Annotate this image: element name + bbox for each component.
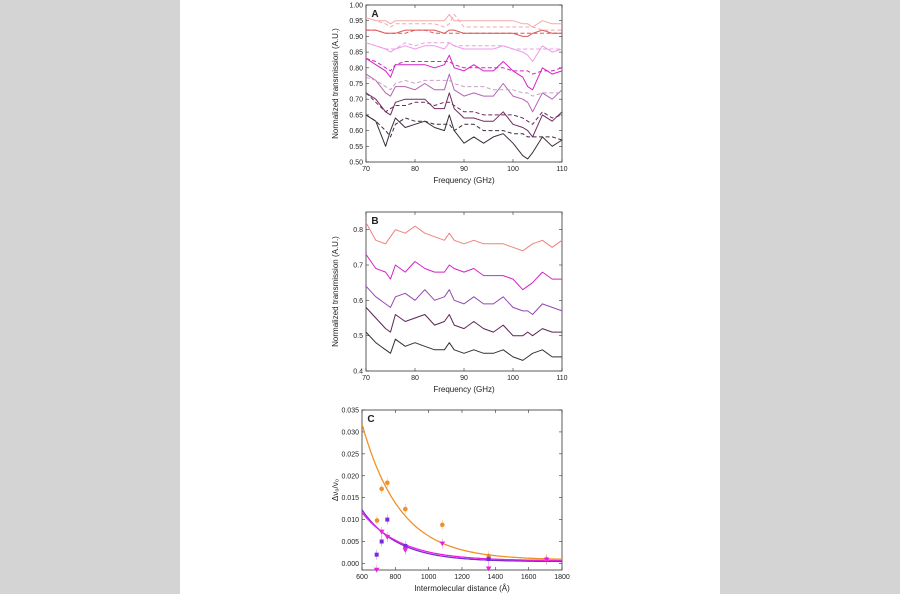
panel-c: 600 800 1000 1200 1400 1600 1800 0.000 0.005 0.01… bbox=[331, 408, 570, 594]
series-line-7 bbox=[365, 57, 563, 75]
y-axis-label: Normalized transmission (A.U.) bbox=[331, 236, 340, 347]
x-tick-label: 1800 bbox=[554, 574, 570, 581]
x-tick-label: 1600 bbox=[521, 574, 537, 581]
y-tick-label: 0.6 bbox=[353, 298, 363, 305]
x-tick-label: 70 bbox=[362, 166, 370, 173]
x-tick-label: 90 bbox=[460, 375, 468, 382]
panel-label: A bbox=[371, 9, 378, 20]
panel-label: B bbox=[371, 216, 378, 227]
y-tick-label: 0.4 bbox=[353, 369, 363, 376]
y-tick-label: 0.50 bbox=[349, 160, 363, 167]
panel-b: 70 80 90 100 110 0.4 0.5 0.6 0.7 0.8 Frequency (GH… bbox=[331, 211, 568, 394]
fit-curve-purple bbox=[362, 509, 562, 563]
y-tick-label: 0.85 bbox=[349, 50, 363, 57]
series-line-2 bbox=[365, 285, 563, 315]
data-point-orange bbox=[403, 506, 408, 512]
series-line-4 bbox=[365, 331, 562, 361]
x-tick-label: 90 bbox=[460, 166, 468, 173]
data-point-orange bbox=[379, 486, 384, 492]
series-line-0 bbox=[365, 222, 563, 252]
data-point-magenta bbox=[378, 529, 385, 535]
y-tick-label: 0.65 bbox=[349, 112, 363, 119]
plot-frame bbox=[365, 211, 563, 372]
series-line-3 bbox=[365, 307, 562, 337]
series-line-13 bbox=[365, 13, 562, 31]
y-axis-label: Normalized transmission (A.U.) bbox=[331, 28, 340, 139]
data-point-purple bbox=[486, 557, 491, 562]
y-tick-label: 0.55 bbox=[349, 144, 363, 151]
x-tick-label: 80 bbox=[411, 166, 419, 173]
series-line-4 bbox=[365, 73, 563, 113]
data-point-orange bbox=[374, 518, 380, 523]
y-tick-label: 0.010 bbox=[341, 517, 359, 524]
y-tick-label: 0.005 bbox=[341, 539, 359, 546]
data-point-purple bbox=[374, 552, 379, 557]
series-line-3 bbox=[365, 92, 563, 125]
data-point-orange bbox=[385, 480, 390, 486]
data-point-magenta bbox=[485, 566, 492, 572]
y-tick-label: 0.75 bbox=[349, 81, 363, 88]
fit-curve-magenta bbox=[362, 512, 562, 562]
data-point-magenta bbox=[373, 567, 380, 573]
y-tick-label: 0.5 bbox=[353, 333, 363, 340]
x-tick-label: 800 bbox=[389, 574, 401, 581]
series-line-12 bbox=[365, 13, 562, 28]
series-line-0 bbox=[365, 114, 563, 160]
x-tick-label: 110 bbox=[556, 375, 567, 382]
series-line-6 bbox=[365, 54, 563, 91]
y-tick-label: 0.70 bbox=[349, 97, 363, 104]
y-axis-label: Δν₀/ν₀ bbox=[331, 479, 340, 501]
data-point-magenta bbox=[439, 541, 446, 547]
x-tick-label: 80 bbox=[411, 375, 419, 382]
x-tick-label: 1200 bbox=[454, 574, 470, 581]
panel-label: C bbox=[367, 414, 374, 425]
fit-curve-orange bbox=[362, 423, 562, 560]
y-tick-label: 0.80 bbox=[349, 65, 363, 72]
series-line-8 bbox=[365, 42, 563, 62]
series-line-9 bbox=[365, 42, 562, 50]
series-line-2 bbox=[365, 92, 563, 138]
series-line-1 bbox=[365, 254, 562, 291]
plot-frame bbox=[361, 409, 563, 571]
x-axis-label: Frequency (GHz) bbox=[433, 176, 495, 185]
series-line-5 bbox=[365, 76, 562, 97]
x-axis-label: Intermolecular distance (Å) bbox=[414, 584, 510, 593]
y-tick-label: 0.020 bbox=[341, 473, 359, 480]
data-point-magenta bbox=[384, 534, 391, 540]
y-tick-label: 0.035 bbox=[341, 408, 359, 415]
series-line-1 bbox=[365, 114, 563, 141]
panel-a: 70 80 90 100 110 0.50 0.55 0.60 0.65 0.70 0.75 0.80… bbox=[331, 3, 568, 186]
y-tick-label: 0.025 bbox=[341, 451, 359, 458]
x-tick-label: 1400 bbox=[488, 574, 504, 581]
x-axis-label: Frequency (GHz) bbox=[433, 385, 495, 394]
y-tick-label: 0.7 bbox=[353, 263, 363, 270]
y-tick-label: 0.030 bbox=[341, 429, 359, 436]
data-point-purple bbox=[379, 539, 384, 544]
figure: 70 80 90 100 110 0.50 0.55 0.60 0.65 0.70 0.75 0.80… bbox=[180, 0, 720, 594]
x-tick-label: 1000 bbox=[421, 574, 437, 581]
series-line-11 bbox=[366, 29, 562, 34]
y-tick-label: 0.95 bbox=[349, 18, 363, 25]
x-tick-label: 100 bbox=[507, 375, 519, 382]
y-tick-label: 0.90 bbox=[349, 34, 363, 41]
data-point-purple bbox=[385, 517, 390, 522]
y-tick-label: 0.60 bbox=[349, 128, 363, 135]
data-point-orange bbox=[440, 522, 445, 528]
figure-canvas: 70 80 90 100 1100.500.550.600.650.700.750.80… bbox=[331, 3, 570, 594]
data-point-magenta bbox=[402, 548, 409, 553]
y-tick-label: 0.000 bbox=[341, 561, 359, 568]
y-tick-label: 0.015 bbox=[341, 495, 359, 502]
x-tick-label: 70 bbox=[362, 375, 370, 382]
y-tick-label: 1.00 bbox=[349, 3, 363, 10]
y-tick-label: 0.8 bbox=[353, 227, 363, 234]
x-tick-label: 600 bbox=[356, 574, 368, 581]
x-tick-label: 100 bbox=[507, 166, 519, 173]
data-point-magenta bbox=[543, 557, 550, 563]
x-tick-label: 110 bbox=[556, 166, 567, 173]
